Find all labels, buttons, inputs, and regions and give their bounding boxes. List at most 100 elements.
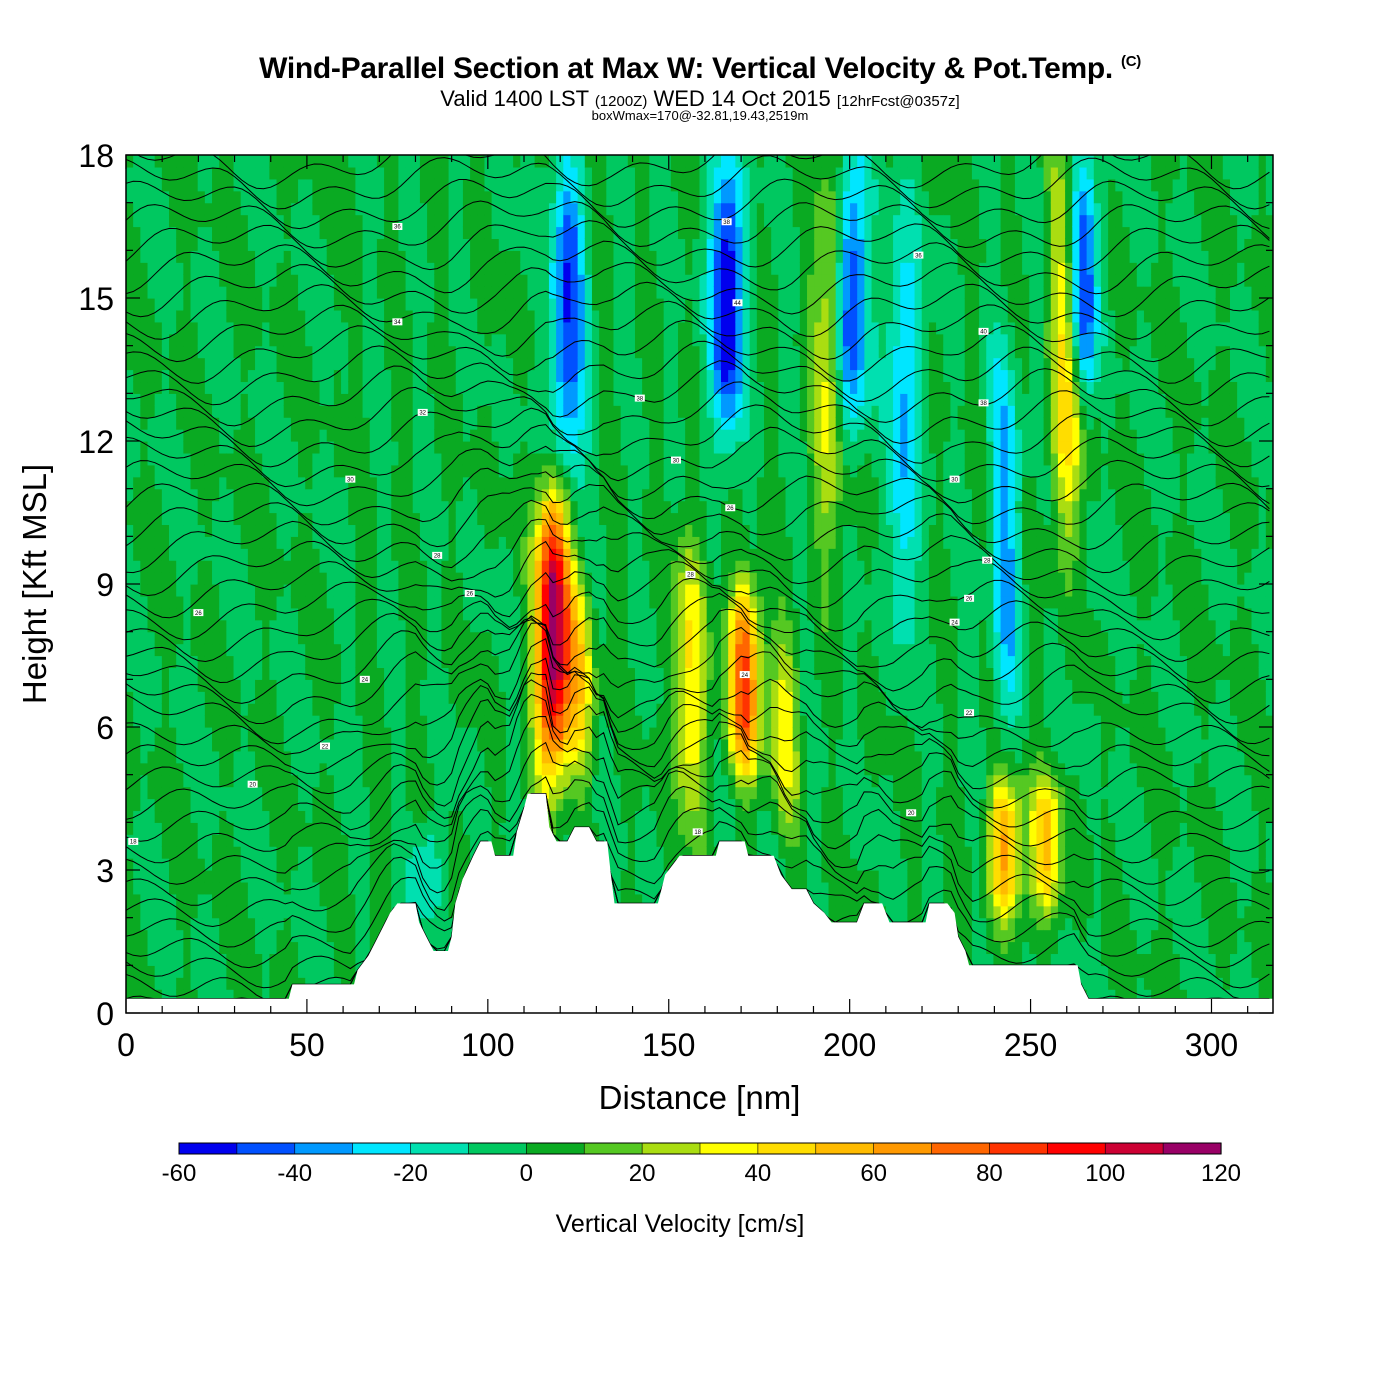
isentrope [126, 608, 1270, 704]
isentrope [126, 693, 1270, 842]
colorbar-title: Vertical Velocity [cm/s] [556, 1210, 805, 1238]
colorbar-swatch [1104, 1142, 1164, 1155]
isentrope [126, 464, 1270, 526]
y-axis-title: Height [Kft MSL] [16, 464, 53, 704]
isentrope-label: 36 [394, 225, 401, 231]
isentrope-label: 24 [361, 678, 368, 684]
isentrope [126, 240, 1270, 295]
colorbar-tick-label: 120 [1201, 1160, 1241, 1187]
colorbar-tick-label: -60 [162, 1160, 197, 1187]
isentrope [126, 672, 1270, 797]
y-tick-label: 15 [78, 281, 114, 317]
isentrope [136, 155, 1270, 190]
isentrope-label: 36 [915, 253, 922, 259]
plot-area: 36 34 32 30 28 26 24 22 20 18 26 38 30 28 26 24 18 38 44 36… [126, 155, 1273, 1013]
colorbar-swatch [989, 1142, 1048, 1155]
colorbar-swatch [468, 1142, 527, 1155]
isentrope [126, 577, 1270, 663]
forecast-info: [12hrFcst@0357z] [836, 93, 960, 110]
valid-date: WED 14 Oct 2015 [653, 86, 831, 111]
box-max-info: boxWmax=170@-32.81,19.43,2519m [591, 108, 809, 123]
isentrope-label: 28 [434, 554, 441, 560]
isentrope [126, 793, 1270, 928]
isentrope-label: 40 [980, 330, 987, 336]
y-tick-label: 12 [78, 424, 114, 460]
valid-time: Valid 1400 LST [440, 86, 589, 111]
isentrope [126, 518, 1270, 597]
isentrope [126, 776, 1270, 907]
isentrope [126, 592, 1270, 684]
isentrope [126, 281, 1270, 340]
isentrope-label: 20 [908, 811, 915, 817]
isentrope [126, 220, 1270, 271]
colorbar-tick-label: -40 [277, 1160, 312, 1187]
isentrope-label: 18 [694, 830, 701, 836]
isentrope-label: 20 [249, 782, 256, 788]
isentrope [126, 178, 1270, 230]
isentrope [126, 340, 1270, 406]
y-tick-label: 18 [78, 138, 114, 174]
y-tick-label: 0 [96, 996, 114, 1032]
colorbar-swatch [294, 1142, 354, 1155]
isentrope-label: 30 [347, 477, 354, 483]
isentrope-labels: 36 34 32 30 28 26 24 22 20 18 26 38 30 28 26 24 18 38 44 36… [128, 218, 993, 846]
colorbar-frame [178, 1142, 1222, 1155]
isentrope [126, 200, 1270, 249]
colorbar: -60 -40 -20 0 20 40 60 80 100 120 Vertical Velocit… [162, 1142, 1241, 1238]
x-tick-label: 50 [289, 1027, 325, 1063]
colorbar-tick-label: 20 [629, 1160, 656, 1187]
isentrope [126, 499, 1270, 574]
chart-subtitle: Valid 1400 LST (1200Z) WED 14 Oct 2015 [… [0, 86, 1400, 112]
colorbar-swatch [410, 1142, 470, 1155]
y-tick-label: 3 [96, 853, 114, 889]
isentrope-label: 26 [966, 597, 973, 603]
colorbar-swatch [583, 1142, 643, 1155]
isentrope-label: 24 [951, 620, 958, 626]
colorbar-swatch [1162, 1142, 1222, 1155]
isentrope [126, 319, 1270, 384]
isentrope-label: 26 [466, 592, 473, 598]
valid-utc: (1200Z) [594, 93, 648, 110]
colorbar-swatch [236, 1142, 296, 1155]
isentrope-label: 34 [394, 320, 401, 326]
isentrope [126, 445, 1270, 507]
colorbar-swatch [699, 1142, 759, 1155]
isentrope [126, 615, 1270, 725]
colorbar-tick-label: 60 [860, 1160, 887, 1187]
y-tick-label: 9 [96, 567, 114, 603]
x-tick-label: 250 [1004, 1027, 1057, 1063]
isentrope [126, 637, 1270, 757]
isentrope-label: 26 [195, 611, 202, 617]
x-tick-label: 300 [1185, 1027, 1238, 1063]
isentrope [126, 679, 1270, 820]
colorbar-swatch [526, 1142, 585, 1155]
isentrope [126, 657, 1270, 774]
isentrope [126, 793, 1270, 948]
isentrope [126, 483, 1270, 551]
isentrope [126, 741, 1270, 885]
isentrope-label: 44 [734, 301, 741, 307]
x-tick-label: 0 [117, 1027, 135, 1063]
colorbar-swatch [815, 1142, 875, 1155]
x-tick-label: 200 [823, 1027, 876, 1063]
isentrope [126, 360, 1270, 427]
isentrope [126, 300, 1270, 363]
isentrope-label: 38 [980, 401, 987, 407]
terrain [126, 793, 1273, 1013]
isentrope-label: 28 [984, 558, 991, 564]
chart-title-main: Wind-Parallel Section at Max W: Vertical… [259, 52, 1113, 85]
isentrope [126, 561, 1270, 641]
copyright-mark: (C) [1121, 53, 1141, 70]
colorbar-tick-label: 100 [1085, 1160, 1125, 1187]
isentrope-label: 22 [966, 711, 973, 717]
colorbar-swatch [873, 1142, 933, 1155]
colorbar-swatch [757, 1142, 817, 1155]
isentrope [126, 540, 1270, 619]
isentrope [126, 262, 1270, 318]
colorbar-swatch [931, 1142, 991, 1155]
colorbar-swatch [1047, 1142, 1106, 1155]
colorbar-tick-label: 0 [520, 1160, 533, 1187]
isentrope-label: 18 [130, 840, 137, 846]
